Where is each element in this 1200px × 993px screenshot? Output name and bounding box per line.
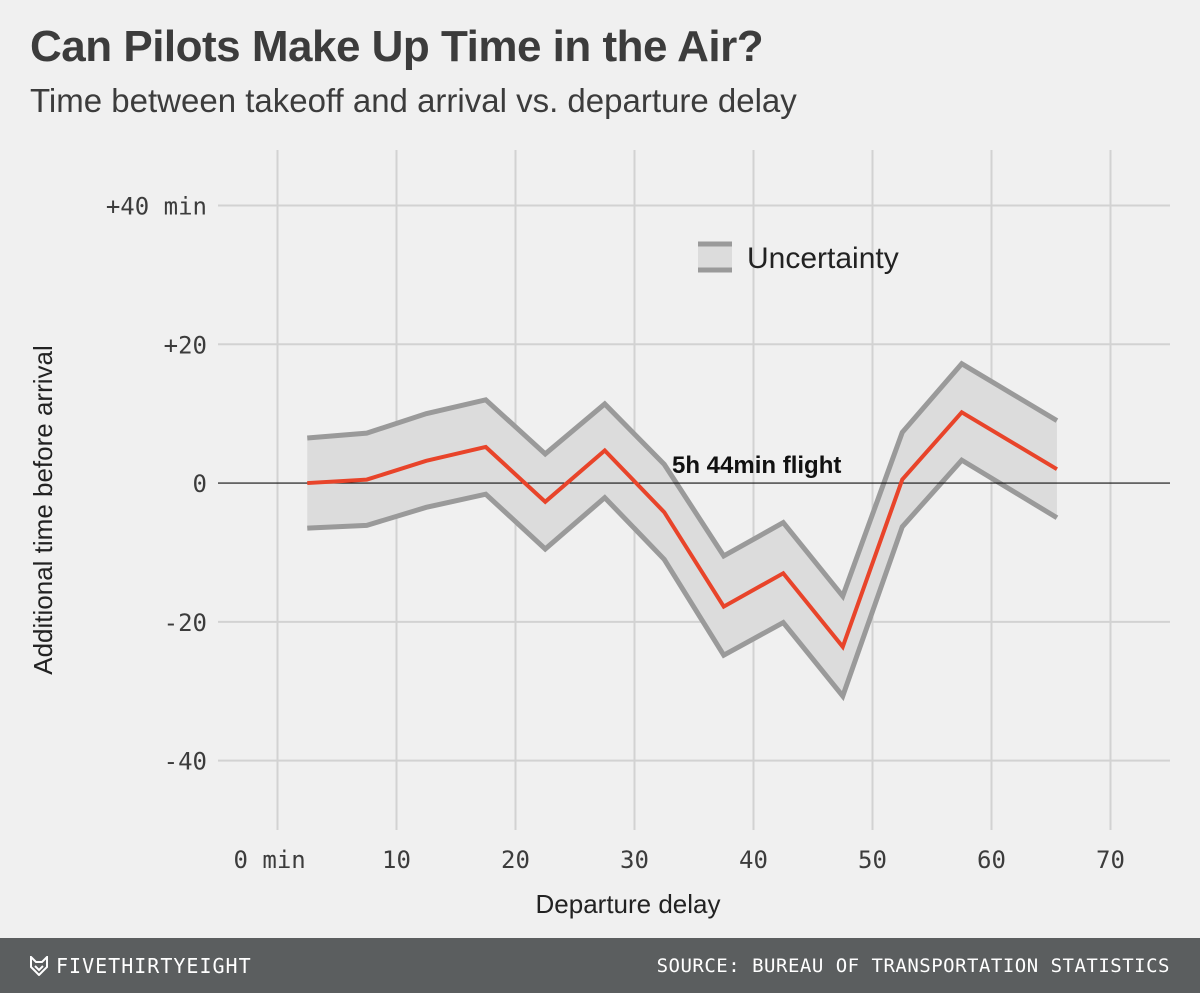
x-tick-label-7: 70 <box>1096 846 1125 874</box>
y-tick-label-4: -40 <box>164 748 207 776</box>
brand-name: FIVETHIRTYEIGHT <box>56 954 252 978</box>
chart-area: +40 min +20 0 -20 -40 0 min 10 20 30 40 50 60 70 Un… <box>28 150 1170 919</box>
y-tick-label-3: -20 <box>164 609 207 637</box>
y-tick-label-0: +40 min <box>106 193 207 221</box>
y-tick-label-1: +20 <box>164 331 207 359</box>
chart-title: Can Pilots Make Up Time in the Air? <box>30 22 764 71</box>
x-axis-label: Departure delay <box>536 889 721 919</box>
x-tick-labels: 0 min 10 20 30 40 50 60 70 <box>234 846 1125 874</box>
brand: FIVETHIRTYEIGHT <box>30 954 252 978</box>
uncertainty-lower-line <box>307 456 1059 702</box>
legend-label: Uncertainty <box>747 242 899 275</box>
x-tick-label-4: 40 <box>739 846 768 874</box>
y-gridlines <box>218 204 1170 762</box>
series-group <box>307 409 1058 651</box>
x-tick-label-2: 20 <box>501 846 530 874</box>
footer-bar: FIVETHIRTYEIGHT SOURCE: BUREAU OF TRANSP… <box>0 938 1200 993</box>
x-tick-label-1: 10 <box>382 846 411 874</box>
flight-annotation: 5h 44min flight <box>672 452 841 479</box>
legend: Uncertainty <box>698 241 899 275</box>
x-tick-label-0: 0 min <box>234 846 306 874</box>
chart-subtitle: Time between takeoff and arrival vs. dep… <box>30 82 797 119</box>
source-credit: SOURCE: BUREAU OF TRANSPORTATION STATIST… <box>656 955 1170 977</box>
x-tick-label-3: 30 <box>620 846 649 874</box>
x-tick-label-6: 60 <box>977 846 1006 874</box>
y-tick-label-2: 0 <box>193 470 207 498</box>
x-tick-label-5: 50 <box>858 846 887 874</box>
uncertainty-band <box>307 360 1059 702</box>
legend-swatch <box>698 244 732 270</box>
fox-logo-icon <box>30 956 48 976</box>
uncertainty-upper-line <box>307 360 1059 602</box>
y-tick-labels: +40 min +20 0 -20 -40 <box>106 193 207 776</box>
y-axis-label: Additional time before arrival <box>28 345 58 675</box>
